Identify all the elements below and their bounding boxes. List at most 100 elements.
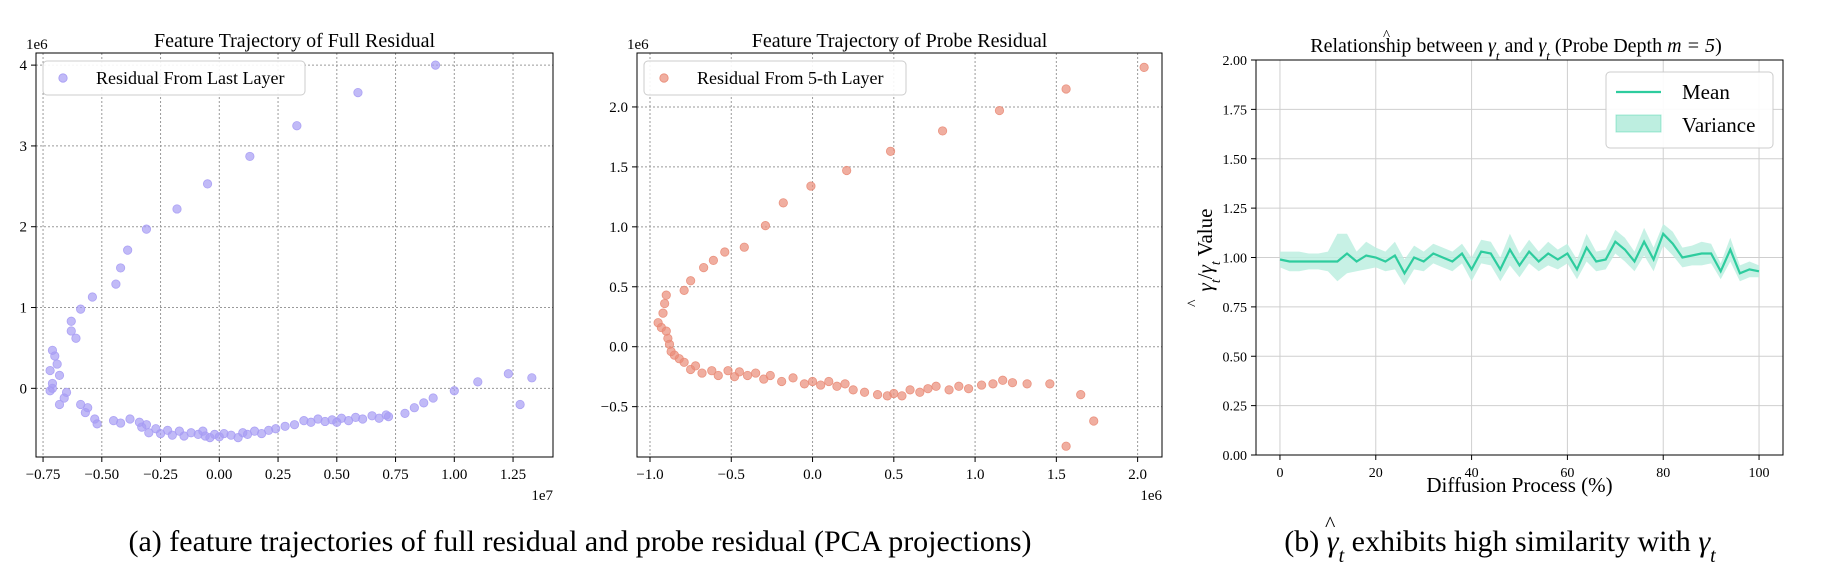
legend-label: Residual From Last Layer xyxy=(96,68,284,88)
data-point xyxy=(292,121,302,131)
data-point xyxy=(824,376,834,387)
data-point xyxy=(45,386,55,396)
legend-variance-swatch xyxy=(1615,114,1662,133)
data-point xyxy=(409,403,419,413)
y-tick-label: 4 xyxy=(20,58,28,74)
data-point xyxy=(660,298,670,309)
data-point xyxy=(167,430,177,440)
legend: Residual From 5-th Layer xyxy=(643,60,907,96)
x-tick-label: 100 xyxy=(1749,466,1770,481)
x-tick-label: 0.5 xyxy=(884,467,903,483)
legend-box xyxy=(42,60,306,96)
y-tick-label: 3 xyxy=(20,139,28,155)
data-point xyxy=(111,279,121,289)
data-point xyxy=(66,316,76,326)
chart-probe-residual: −1.0 −0.5 0.0 0.5 1.0 1.5 2.0 −0.5 0.0 0.5 1.0 1.5 2… xyxy=(601,30,1163,504)
data-point xyxy=(788,373,798,383)
data-point xyxy=(988,379,998,389)
data-point xyxy=(54,370,65,380)
legend-mean-label: Mean xyxy=(1682,80,1730,104)
y-tick-label: 1.75 xyxy=(1223,103,1248,118)
y-tick-label: 0.25 xyxy=(1223,400,1248,415)
x-tick-label: 0.75 xyxy=(382,467,408,483)
plot-frame xyxy=(636,52,1163,458)
data-point xyxy=(66,326,76,336)
y-tick-label: 1.00 xyxy=(1223,252,1248,267)
data-point xyxy=(92,419,102,429)
data-point xyxy=(59,393,69,403)
y-tick-label: 1.50 xyxy=(1223,153,1248,168)
data-point xyxy=(739,242,749,252)
x-tick-label: 80 xyxy=(1656,466,1670,481)
data-point xyxy=(658,308,668,318)
x-tick-label: 0.25 xyxy=(265,467,291,483)
data-point xyxy=(872,390,883,400)
data-point xyxy=(777,376,787,387)
data-point xyxy=(116,263,126,273)
data-point xyxy=(816,380,826,390)
data-point xyxy=(944,385,954,395)
legend-label: Residual From 5-th Layer xyxy=(697,68,883,88)
data-point xyxy=(430,60,441,70)
data-point xyxy=(353,87,363,98)
y-tick-label: −0.5 xyxy=(601,400,628,416)
data-point xyxy=(45,365,55,376)
data-point xyxy=(1139,62,1149,72)
x-tick-label: −1.0 xyxy=(636,467,663,483)
data-point xyxy=(751,368,761,378)
x-tick-label: 20 xyxy=(1369,466,1383,481)
data-point xyxy=(515,399,525,410)
data-point xyxy=(931,381,941,391)
data-point xyxy=(76,304,86,314)
data-point xyxy=(720,247,730,257)
y-tick-label: 1.25 xyxy=(1223,202,1248,217)
chart-gamma-relationship: 0 20 40 60 80 100 0.00 0.25 0.50 0.75 1.00 1.25 1.50… xyxy=(1223,54,1784,497)
x-tick-label: 40 xyxy=(1465,466,1479,481)
y-tick-label: 0.00 xyxy=(1223,449,1248,464)
data-point xyxy=(116,418,126,428)
data-point xyxy=(1089,416,1099,426)
x-tick-label: 0 xyxy=(1276,466,1283,481)
legend-marker xyxy=(659,73,669,83)
data-point xyxy=(723,366,733,376)
data-point xyxy=(141,420,152,430)
data-point xyxy=(713,370,723,381)
x-tick-label: −0.5 xyxy=(718,467,745,483)
data-point xyxy=(994,105,1005,116)
data-point xyxy=(734,367,744,377)
data-point xyxy=(708,255,718,265)
data-point xyxy=(400,408,410,418)
y-tick-label: 1.0 xyxy=(609,220,628,236)
data-point xyxy=(859,387,870,397)
x-tick-label: −0.25 xyxy=(143,467,178,483)
data-point xyxy=(123,245,133,255)
data-point xyxy=(937,126,948,136)
y-tick-label: 2.00 xyxy=(1223,54,1248,69)
x-tick-label: 1.5 xyxy=(1047,467,1066,483)
data-point xyxy=(473,377,483,387)
data-point xyxy=(87,292,98,302)
data-point xyxy=(52,359,62,369)
legend: Residual From Last Layer xyxy=(42,60,306,96)
data-point xyxy=(50,351,60,361)
data-point xyxy=(71,333,81,343)
data-point xyxy=(358,414,368,424)
caption-b: (b) γt exhibits high similarity with γt xyxy=(1284,525,1716,567)
data-point xyxy=(848,385,858,395)
x-tick-label: −0.75 xyxy=(26,467,61,483)
data-point xyxy=(503,369,513,379)
legend-marker xyxy=(58,73,68,83)
data-point xyxy=(840,379,850,389)
data-point xyxy=(289,420,300,430)
data-point xyxy=(1061,84,1071,94)
x-tick-label: 1.0 xyxy=(966,467,985,483)
x-tick-label: 0.00 xyxy=(206,467,232,483)
mean-line xyxy=(1279,231,1760,276)
x-tick-label: 0.0 xyxy=(803,467,822,483)
y-tick-label: 1 xyxy=(20,301,28,317)
data-point xyxy=(661,290,671,300)
data-point xyxy=(954,381,964,391)
data-point xyxy=(807,376,818,387)
data-point xyxy=(905,385,915,395)
